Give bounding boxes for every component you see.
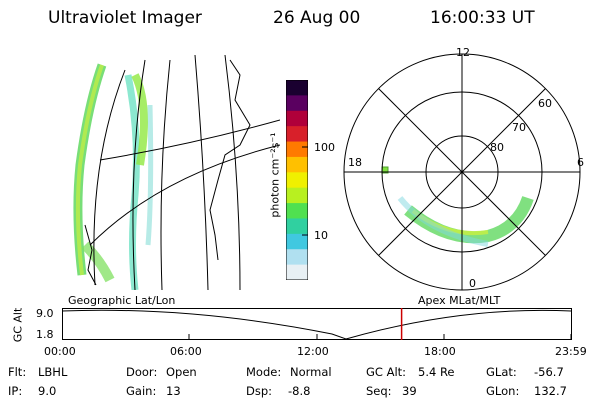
glat-value: -56.7 bbox=[534, 365, 564, 379]
gain-label: Gain: bbox=[126, 384, 157, 398]
colorbar-band bbox=[286, 264, 308, 280]
mode-value: Normal bbox=[290, 365, 332, 379]
door-value: Open bbox=[166, 365, 197, 379]
polar-auroral-oval bbox=[381, 166, 534, 247]
time-label: 16:00:33 UT bbox=[430, 8, 535, 28]
polar-caption: Apex MLat/MLT bbox=[418, 294, 501, 307]
polar-lat-80: 80 bbox=[490, 141, 504, 154]
polar-hour-0: 0 bbox=[469, 277, 476, 290]
date-label: 26 Aug 00 bbox=[273, 8, 361, 28]
colorbar-band bbox=[286, 80, 308, 96]
orbit-altitude-plot bbox=[62, 308, 572, 340]
colorbar-band bbox=[286, 95, 308, 112]
polar-hour-18: 18 bbox=[348, 156, 362, 169]
colorbar-band bbox=[286, 187, 308, 204]
orbit-xtick-1800: 18:00 bbox=[424, 345, 456, 358]
seq-value: 39 bbox=[402, 384, 417, 398]
orbit-ytick-1-8: 1.8 bbox=[36, 328, 54, 341]
colorbar-band bbox=[286, 249, 308, 266]
colorbar-band bbox=[286, 156, 308, 173]
coastline bbox=[84, 59, 251, 286]
colorbar-tick-10: 10 bbox=[314, 229, 328, 242]
polar-mlt-plot bbox=[343, 53, 581, 291]
geographic-map-panel bbox=[73, 54, 280, 290]
colorbar-unit-label: photon cm⁻²s⁻¹ bbox=[268, 132, 282, 218]
colorbar-band bbox=[286, 203, 308, 219]
glat-label: GLat: bbox=[486, 365, 517, 379]
ip-label: IP: bbox=[8, 384, 23, 398]
intensity-colorbar bbox=[286, 80, 308, 280]
colorbar-band bbox=[286, 110, 308, 127]
polar-lat-70: 70 bbox=[512, 121, 526, 134]
filter-label: Flt: bbox=[8, 365, 27, 379]
polar-hour-12: 12 bbox=[456, 46, 470, 59]
orbit-ylabel: GC Alt bbox=[11, 307, 25, 343]
polar-grid bbox=[343, 53, 581, 291]
glon-label: GLon: bbox=[486, 384, 520, 398]
colorbar-band bbox=[286, 233, 308, 250]
gcalt-value: 5.4 Re bbox=[418, 365, 455, 379]
orbit-xtick-1200: 12:00 bbox=[297, 345, 329, 358]
map-caption: Geographic Lat/Lon bbox=[68, 294, 176, 307]
seq-label: Seq: bbox=[366, 384, 392, 398]
orbit-xtick-0000: 00:00 bbox=[44, 345, 76, 358]
colorbar-band bbox=[286, 141, 308, 158]
colorbar-band bbox=[286, 218, 308, 235]
polar-lat-60: 60 bbox=[538, 97, 552, 110]
door-label: Door: bbox=[126, 365, 158, 379]
orbit-ytick-9: 9.0 bbox=[36, 307, 54, 320]
instrument-title: Ultraviolet Imager bbox=[48, 8, 202, 28]
orbit-xtick-0600: 06:00 bbox=[170, 345, 202, 358]
dsp-label: Dsp: bbox=[246, 384, 273, 398]
gcalt-label: GC Alt: bbox=[366, 365, 407, 379]
coordinate-grid bbox=[89, 54, 280, 290]
ip-value: 9.0 bbox=[38, 384, 57, 398]
dsp-value: -8.8 bbox=[288, 384, 311, 398]
polar-hour-6: 6 bbox=[577, 156, 584, 169]
orbit-xtick-2359: 23:59 bbox=[555, 345, 587, 358]
auroral-emission-map bbox=[73, 63, 154, 290]
colorbar-tick-100: 100 bbox=[314, 141, 335, 154]
mode-label: Mode: bbox=[246, 365, 282, 379]
colorbar-band bbox=[286, 126, 308, 143]
glon-value: 132.7 bbox=[534, 384, 567, 398]
colorbar-band bbox=[286, 172, 308, 189]
filter-value: LBHL bbox=[38, 365, 68, 379]
gain-value: 13 bbox=[166, 384, 181, 398]
